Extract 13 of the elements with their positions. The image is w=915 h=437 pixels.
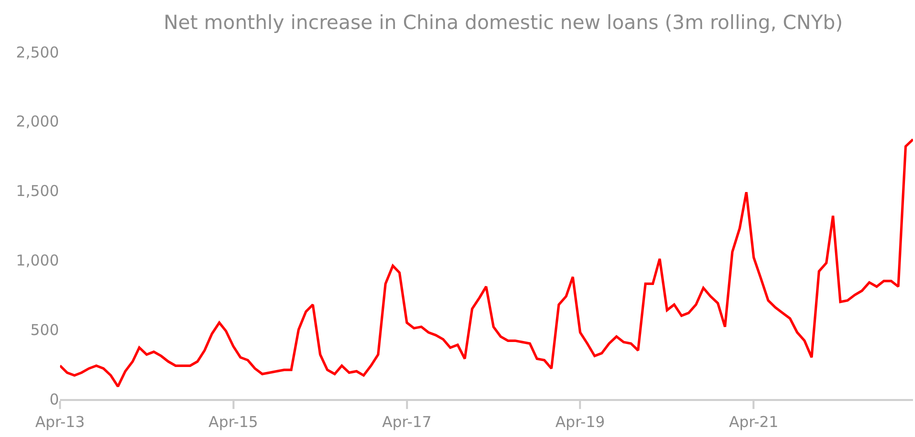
y-tick-label: 1,500: [16, 182, 59, 200]
line-series: [60, 138, 913, 388]
x-tick-label: Apr-13: [35, 413, 85, 431]
y-tick-label: 500: [30, 320, 59, 339]
y-tick-label: 0: [49, 390, 59, 408]
x-tick-label: Apr-15: [208, 413, 258, 431]
y-tick-label: 2,000: [16, 112, 59, 131]
x-tick-label: Apr-19: [555, 413, 605, 431]
x-tick-label: Apr-21: [728, 413, 778, 431]
y-tick-label: 2,500: [16, 43, 59, 62]
y-tick-label: 1,000: [16, 251, 59, 270]
x-tick-label: Apr-17: [382, 413, 432, 431]
chart-title: Net monthly increase in China domestic new loans (3m rolling, CNYb): [164, 10, 843, 34]
